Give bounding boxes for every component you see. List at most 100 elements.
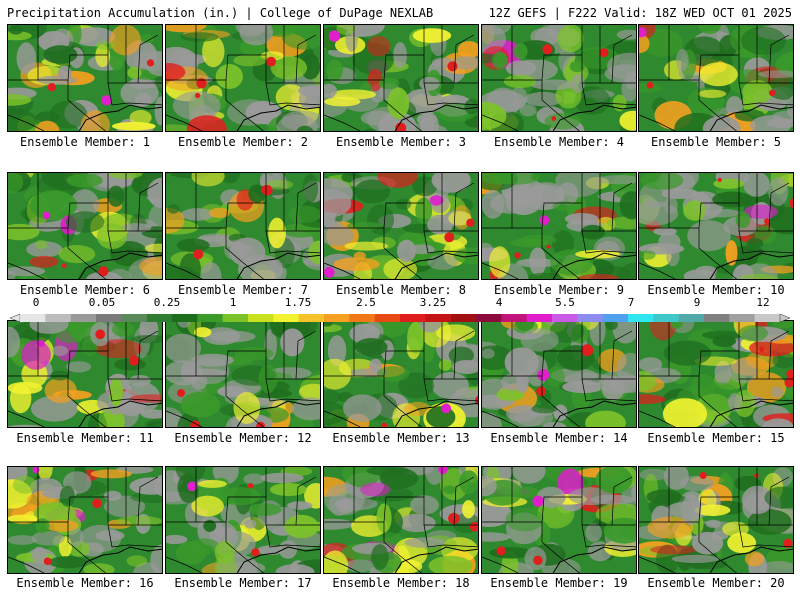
ensemble-member-map	[481, 24, 637, 132]
colorbar-swatch	[197, 314, 223, 322]
precip-blob	[175, 467, 206, 484]
precip-blob	[699, 62, 738, 87]
precip-blob	[330, 89, 377, 100]
precip-field	[324, 467, 478, 573]
precip-blob	[234, 346, 274, 361]
precip-blob	[412, 176, 438, 197]
precip-blob	[650, 545, 697, 555]
state-border	[768, 182, 790, 232]
member-caption: Ensemble Member: 6	[19, 283, 151, 297]
state-border	[541, 80, 581, 131]
colorbar-swatch	[70, 314, 97, 322]
precip-blob	[698, 89, 727, 99]
precip-field	[639, 25, 793, 131]
precip-blob	[191, 173, 225, 187]
precip-blob	[371, 544, 389, 570]
precip-max	[539, 215, 550, 226]
colorbar-swatch	[298, 314, 325, 322]
precip-blob	[90, 469, 132, 479]
precip-blob	[31, 531, 65, 546]
precip-blob	[8, 326, 21, 358]
precip-max	[581, 344, 594, 357]
precip-field	[166, 321, 320, 427]
colorbar-swatch	[552, 314, 578, 322]
precip-blob	[166, 333, 201, 363]
member-caption: Ensemble Member: 19	[490, 576, 628, 590]
precip-max	[533, 555, 543, 565]
member-caption: Ensemble Member: 3	[335, 135, 467, 149]
ensemble-member-map	[7, 24, 163, 132]
run-valid-time: 12Z GEFS | F222 Valid: 18Z WED OCT 01 20…	[488, 6, 792, 20]
precip-blob	[438, 359, 452, 371]
state-border	[137, 476, 159, 526]
precip-max	[769, 89, 776, 97]
precip-blob	[452, 360, 478, 374]
precip-blob	[366, 467, 410, 476]
precip-blob	[744, 551, 765, 567]
precip-blob	[639, 394, 666, 405]
state-border	[295, 476, 317, 526]
precip-field	[482, 173, 636, 279]
member-caption: Ensemble Member: 2	[177, 135, 309, 149]
state-border	[324, 350, 478, 380]
map-title: Precipitation Accumulation (in.) | Colle…	[7, 6, 434, 20]
precip-blob	[324, 321, 334, 327]
precip-blob	[49, 100, 88, 129]
precip-blob	[107, 185, 125, 207]
state-border	[67, 80, 107, 131]
precip-max	[514, 252, 521, 259]
precip-blob	[104, 495, 146, 518]
precip-blob	[727, 532, 756, 553]
precip-blob	[642, 28, 683, 57]
precip-blob	[189, 538, 220, 555]
precip-blob	[585, 410, 626, 427]
colorbar-swatches	[9, 313, 791, 323]
precip-field	[8, 321, 162, 427]
precip-max	[187, 481, 197, 492]
precip-blob	[459, 470, 478, 495]
precip-max	[42, 211, 51, 220]
precip-blob	[429, 195, 444, 206]
state-border	[698, 522, 738, 573]
precip-blob	[139, 34, 154, 44]
precip-blob	[298, 85, 320, 97]
member-caption: Ensemble Member: 1	[19, 135, 151, 149]
state-border	[166, 202, 320, 232]
precip-blob	[387, 87, 410, 120]
state-border	[581, 378, 636, 402]
state-border	[324, 262, 361, 279]
precip-blob	[661, 188, 699, 199]
precip-blob	[96, 223, 127, 250]
precip-blob	[616, 352, 636, 384]
precip-blob	[166, 264, 184, 279]
precip-blob	[616, 262, 636, 279]
precip-blob	[376, 173, 419, 188]
state-border	[482, 350, 636, 380]
precip-blob	[180, 32, 219, 42]
precip-blob	[649, 321, 677, 341]
state-border	[295, 34, 317, 84]
state-border	[639, 350, 793, 380]
precip-blob	[324, 484, 365, 516]
precip-blob	[764, 486, 793, 509]
precip-field	[166, 25, 320, 131]
state-border	[225, 522, 265, 573]
precip-blob	[197, 479, 227, 488]
state-border	[453, 182, 475, 232]
precip-blob	[326, 59, 343, 82]
precip-max	[146, 59, 155, 67]
precip-blob	[464, 98, 478, 115]
colorbar-tick-label: 7	[627, 296, 635, 309]
precip-blob	[190, 353, 234, 367]
state-border	[8, 262, 45, 279]
state-border	[423, 378, 478, 402]
precip-blob	[287, 501, 313, 510]
precip-blob	[772, 321, 793, 329]
precip-blob	[10, 383, 32, 414]
ensemble-member-map	[165, 320, 321, 428]
state-border	[541, 228, 581, 279]
precip-blob	[431, 372, 469, 399]
member-caption: Ensemble Member: 16	[16, 576, 154, 590]
precip-max	[764, 218, 770, 225]
precip-blob	[202, 35, 225, 68]
